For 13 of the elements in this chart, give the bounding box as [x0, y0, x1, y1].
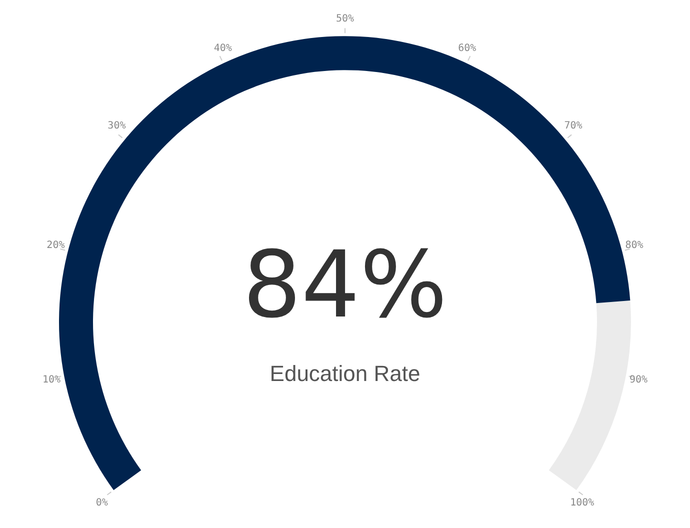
text: 90% — [629, 374, 648, 386]
text: 70% — [564, 120, 582, 132]
text: Education Rate — [270, 361, 420, 386]
data-label: 84% — [242, 231, 448, 338]
text: 0% — [96, 498, 108, 509]
text: 30% — [108, 120, 126, 132]
text: 80% — [625, 240, 644, 251]
text: 60% — [458, 42, 476, 54]
text: 40% — [214, 42, 232, 54]
text: 20% — [46, 240, 65, 251]
text: 50% — [336, 14, 354, 25]
text: 100% — [570, 498, 594, 509]
text: 10% — [42, 374, 61, 386]
